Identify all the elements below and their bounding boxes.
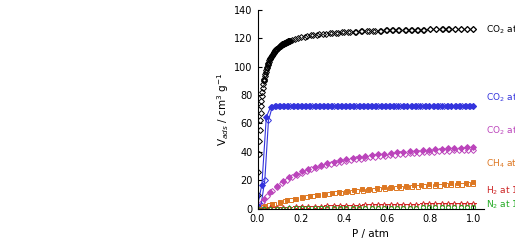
X-axis label: P / atm: P / atm <box>352 229 389 239</box>
Y-axis label: V$_{ads}$ / cm$^3$ g$^{-1}$: V$_{ads}$ / cm$^3$ g$^{-1}$ <box>216 72 231 146</box>
Text: CH$_4$ at 195 K: CH$_4$ at 195 K <box>486 157 515 169</box>
Text: CO$_2$ at 195 K: CO$_2$ at 195 K <box>486 23 515 36</box>
Text: CO$_2$ at 298 K: CO$_2$ at 298 K <box>486 124 515 137</box>
Text: N$_2$ at 195 K: N$_2$ at 195 K <box>486 198 515 211</box>
Text: H$_2$ at 195 K: H$_2$ at 195 K <box>486 184 515 197</box>
Text: CO$_2$ at 273 K: CO$_2$ at 273 K <box>486 92 515 104</box>
